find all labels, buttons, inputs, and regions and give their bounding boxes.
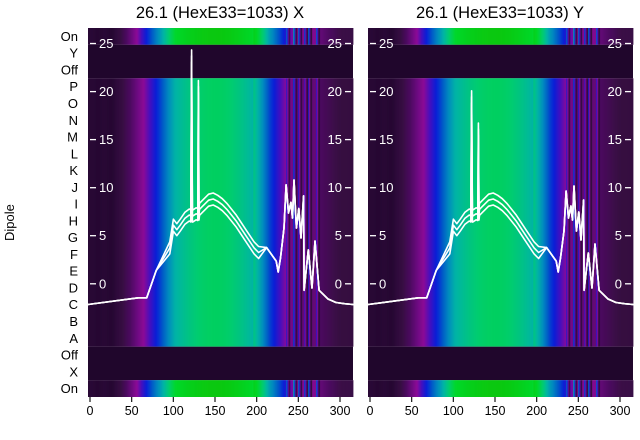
svg-text:H: H bbox=[69, 213, 78, 228]
svg-text:G: G bbox=[68, 230, 78, 245]
svg-text:Off: Off bbox=[61, 62, 78, 77]
svg-text:E: E bbox=[69, 264, 78, 279]
svg-text:10: 10 bbox=[608, 180, 622, 195]
svg-text:Off: Off bbox=[61, 348, 78, 363]
svg-text:A: A bbox=[69, 331, 78, 346]
svg-text:F: F bbox=[70, 247, 78, 262]
svg-text:On: On bbox=[61, 381, 78, 396]
svg-text:50: 50 bbox=[405, 404, 419, 418]
svg-text:X: X bbox=[69, 364, 78, 379]
svg-text:P: P bbox=[69, 79, 78, 94]
svg-text:D: D bbox=[69, 281, 78, 296]
svg-text:Y: Y bbox=[69, 46, 78, 61]
svg-text:15: 15 bbox=[608, 132, 622, 147]
svg-text:0: 0 bbox=[615, 276, 622, 291]
svg-text:O: O bbox=[68, 96, 78, 111]
svg-text:5: 5 bbox=[99, 228, 106, 243]
svg-text:5: 5 bbox=[379, 228, 386, 243]
svg-text:M: M bbox=[67, 130, 78, 145]
svg-text:15: 15 bbox=[379, 132, 393, 147]
svg-text:5: 5 bbox=[615, 228, 622, 243]
svg-text:200: 200 bbox=[246, 404, 267, 418]
svg-text:20: 20 bbox=[379, 84, 393, 99]
svg-text:0: 0 bbox=[87, 404, 94, 418]
svg-text:150: 150 bbox=[205, 404, 226, 418]
svg-text:300: 300 bbox=[610, 404, 631, 418]
svg-text:50: 50 bbox=[125, 404, 139, 418]
svg-text:0: 0 bbox=[99, 276, 106, 291]
svg-text:26.1 (HexE33=1033) X: 26.1 (HexE33=1033) X bbox=[136, 4, 304, 22]
svg-text:25: 25 bbox=[379, 36, 393, 51]
svg-text:L: L bbox=[71, 146, 78, 161]
svg-text:C: C bbox=[69, 297, 78, 312]
svg-text:150: 150 bbox=[485, 404, 506, 418]
svg-text:On: On bbox=[61, 29, 78, 44]
svg-text:0: 0 bbox=[379, 276, 386, 291]
svg-text:20: 20 bbox=[608, 84, 622, 99]
svg-text:26.1 (HexE33=1033) Y: 26.1 (HexE33=1033) Y bbox=[416, 4, 584, 22]
svg-text:15: 15 bbox=[99, 132, 113, 147]
svg-text:250: 250 bbox=[568, 404, 589, 418]
svg-text:K: K bbox=[69, 163, 78, 178]
svg-text:J: J bbox=[72, 180, 79, 195]
svg-text:25: 25 bbox=[99, 36, 113, 51]
svg-text:250: 250 bbox=[288, 404, 309, 418]
svg-text:N: N bbox=[69, 113, 78, 128]
svg-text:10: 10 bbox=[99, 180, 113, 195]
svg-text:20: 20 bbox=[99, 84, 113, 99]
svg-text:100: 100 bbox=[163, 404, 184, 418]
svg-text:25: 25 bbox=[608, 36, 622, 51]
svg-text:B: B bbox=[69, 314, 78, 329]
svg-text:10: 10 bbox=[379, 180, 393, 195]
svg-text:200: 200 bbox=[526, 404, 547, 418]
svg-text:0: 0 bbox=[367, 404, 374, 418]
svg-text:I: I bbox=[74, 197, 78, 212]
svg-text:100: 100 bbox=[443, 404, 464, 418]
